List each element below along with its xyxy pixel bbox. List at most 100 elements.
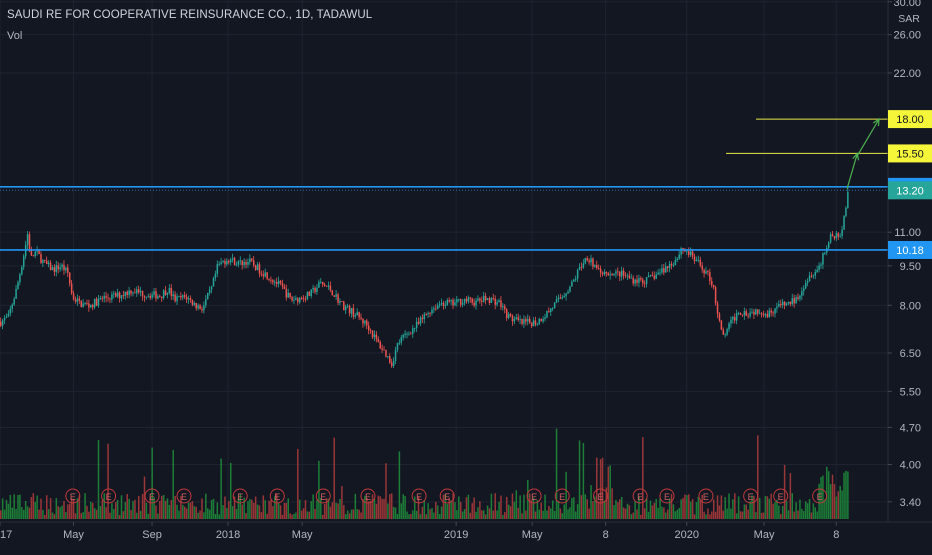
volume-bar bbox=[456, 510, 458, 519]
volume-bar bbox=[281, 514, 284, 519]
candle bbox=[59, 267, 61, 270]
volume-bar bbox=[90, 501, 92, 519]
candle bbox=[760, 313, 763, 315]
candle bbox=[504, 306, 506, 310]
candle bbox=[306, 291, 309, 300]
volume-bar bbox=[463, 509, 466, 519]
candle bbox=[584, 258, 587, 264]
candle bbox=[302, 298, 305, 300]
candle bbox=[11, 304, 13, 309]
candle bbox=[239, 260, 242, 262]
volume-bar bbox=[327, 498, 330, 519]
volume-bar bbox=[82, 512, 84, 519]
volume-bar bbox=[486, 505, 489, 519]
candle bbox=[429, 313, 431, 314]
candle bbox=[229, 259, 232, 263]
volume-bar bbox=[32, 493, 35, 519]
volume-bar bbox=[42, 509, 44, 519]
candle bbox=[400, 337, 403, 343]
candle bbox=[231, 258, 234, 260]
volume-bar bbox=[47, 509, 50, 519]
volume-bar bbox=[412, 510, 414, 519]
candle bbox=[113, 293, 115, 295]
candle bbox=[737, 312, 740, 314]
volume-indicator-label[interactable]: Vol bbox=[7, 30, 23, 42]
candle bbox=[95, 298, 98, 306]
candle bbox=[751, 311, 753, 313]
candle bbox=[695, 260, 698, 262]
candle bbox=[500, 300, 502, 308]
candle bbox=[367, 325, 370, 331]
candle bbox=[214, 273, 217, 279]
horizontal-levels[interactable] bbox=[0, 118, 888, 251]
volume-bar bbox=[705, 514, 707, 519]
volume-bar bbox=[611, 488, 613, 519]
earnings-marker bbox=[632, 488, 648, 504]
candle bbox=[410, 333, 412, 335]
volume-bar bbox=[732, 499, 734, 519]
volume-bar bbox=[208, 509, 211, 519]
candle bbox=[783, 301, 786, 306]
earnings-marker-label: E bbox=[748, 492, 754, 502]
candle bbox=[833, 236, 836, 239]
volume-bar bbox=[534, 511, 537, 519]
projection-arrow[interactable] bbox=[846, 117, 880, 189]
volume-bar bbox=[634, 501, 636, 519]
candle bbox=[540, 318, 542, 322]
candle bbox=[289, 292, 291, 298]
candle bbox=[816, 269, 818, 273]
earnings-marker bbox=[773, 488, 789, 504]
candle bbox=[661, 268, 663, 273]
candle bbox=[521, 319, 523, 324]
volume-bar bbox=[757, 435, 759, 519]
volume-bar bbox=[22, 509, 25, 519]
candle bbox=[101, 298, 104, 300]
volume-bar bbox=[655, 498, 657, 519]
candle bbox=[697, 259, 700, 261]
volume-bar bbox=[210, 499, 213, 519]
candle bbox=[321, 281, 324, 285]
candle bbox=[72, 293, 75, 300]
volume-bar bbox=[159, 500, 161, 519]
volume-bar bbox=[806, 503, 809, 519]
candle bbox=[30, 250, 33, 256]
volume-bar bbox=[57, 506, 59, 519]
volume-bar bbox=[193, 506, 196, 519]
earnings-marker-label: E bbox=[416, 492, 422, 502]
candle bbox=[839, 235, 841, 237]
volume-bar bbox=[559, 508, 562, 519]
volume-bar bbox=[709, 514, 711, 519]
volume-bar bbox=[379, 496, 381, 519]
candle bbox=[174, 294, 176, 302]
volume-bar bbox=[829, 484, 832, 519]
candle bbox=[461, 303, 464, 305]
volume-bar bbox=[239, 494, 242, 519]
candle bbox=[720, 320, 723, 330]
candle bbox=[377, 338, 380, 342]
symbol-title[interactable]: SAUDI RE FOR COOPERATIVE REINSURANCE CO.… bbox=[7, 9, 373, 21]
volume-bar bbox=[661, 506, 663, 519]
projection-arrowhead bbox=[852, 152, 860, 161]
earnings-marker-label: E bbox=[70, 492, 76, 502]
candle bbox=[277, 280, 280, 285]
volume-bar bbox=[170, 500, 173, 519]
candle bbox=[274, 282, 276, 283]
earnings-marker-label: E bbox=[149, 492, 155, 502]
candle bbox=[735, 313, 738, 321]
volume-bar bbox=[726, 508, 728, 519]
candle bbox=[536, 323, 539, 325]
candle bbox=[252, 260, 255, 266]
candle bbox=[13, 298, 15, 305]
volume-bar bbox=[348, 513, 351, 519]
volume-bar bbox=[481, 510, 483, 519]
volume-bar bbox=[691, 498, 694, 519]
level-price-label: 18.00 bbox=[896, 114, 924, 126]
volume-bar bbox=[596, 457, 598, 519]
volume-bar bbox=[590, 485, 592, 519]
candle bbox=[778, 303, 780, 307]
time-tick-label: 8 bbox=[833, 529, 839, 541]
price-axis[interactable]: 30.00 26.00 22.00 11.00 9.50 8.00 6.50 5.50 4.70… bbox=[887, 0, 932, 550]
